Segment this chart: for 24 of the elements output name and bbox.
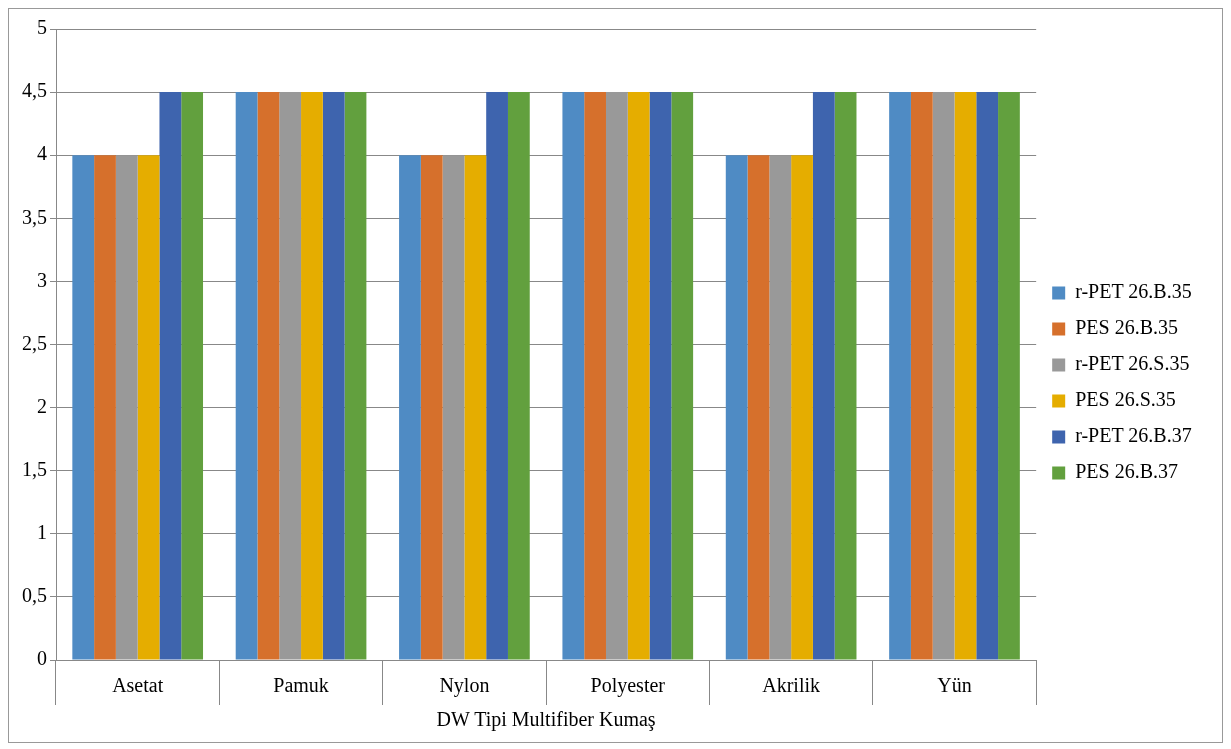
x-tick-label: Pamuk	[273, 674, 329, 697]
y-tick-label: 0,5	[22, 584, 47, 607]
x-tick-label: Akrilik	[762, 674, 821, 697]
x-tick-label: Yün	[937, 674, 972, 697]
y-tick-label: 3,5	[22, 205, 47, 228]
y-tick-label: 5	[37, 16, 47, 39]
x-tick-label: Nylon	[439, 674, 490, 698]
y-tick-label: 2,5	[22, 331, 47, 354]
y-tick-label: 0	[37, 647, 47, 670]
legend-label: PES 26.S.35	[1075, 388, 1176, 411]
y-tick-label: 3	[37, 268, 47, 291]
y-tick-label: 4,5	[22, 79, 47, 102]
x-tick-label: Asetat	[112, 674, 164, 697]
legend-label: PES 26.B.35	[1075, 316, 1178, 339]
y-tick-label: 2	[37, 394, 47, 417]
legend-label: r-PET 26.B.37	[1075, 424, 1192, 447]
y-tick-label: 1	[37, 521, 47, 544]
y-tick-label: 1,5	[22, 457, 47, 480]
y-tick-label: 4	[37, 142, 47, 165]
legend-label: r-PET 26.B.35	[1075, 280, 1192, 303]
legend-label: PES 26.B.37	[1075, 460, 1178, 483]
x-axis-title: DW Tipi Multifiber Kumaş	[436, 708, 656, 732]
x-tick-label: Polyester	[590, 674, 666, 698]
legend-label: r-PET 26.S.35	[1075, 352, 1190, 375]
